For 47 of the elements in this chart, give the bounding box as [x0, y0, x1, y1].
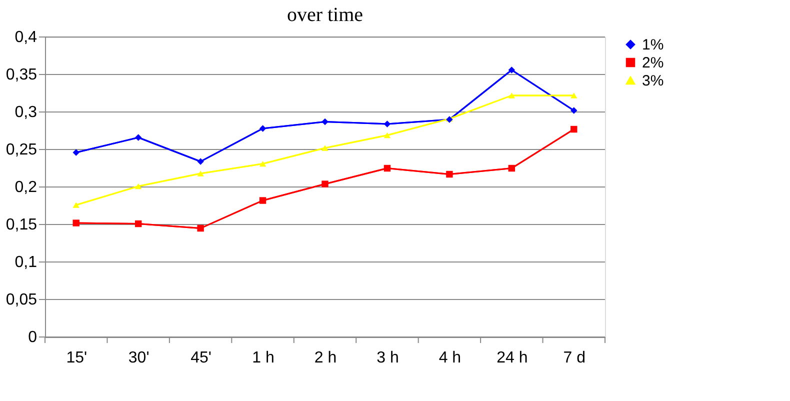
y-tick-label: 0,15 — [6, 216, 38, 234]
chart-title: over time — [286, 4, 364, 26]
point — [72, 220, 80, 226]
point — [134, 220, 142, 228]
point — [384, 120, 391, 128]
point — [384, 132, 391, 138]
point — [508, 164, 516, 172]
x-tick-label: 24 h — [496, 350, 528, 366]
point — [322, 180, 328, 188]
point — [72, 149, 80, 156]
point — [446, 170, 453, 178]
x-tick-label: 3 h — [376, 350, 399, 366]
point — [197, 158, 204, 165]
point — [570, 107, 578, 114]
point — [72, 202, 80, 208]
point — [134, 183, 142, 190]
y-tick-label: 0 — [28, 329, 38, 346]
x-tick-label: 7 d — [563, 350, 586, 366]
y-tick-label: 0,2 — [14, 179, 38, 196]
point — [508, 92, 516, 98]
point — [570, 126, 578, 133]
x-tick-label: 1 h — [252, 350, 274, 366]
y-tick-label: 0,3 — [14, 104, 38, 121]
point — [197, 170, 204, 176]
point — [570, 92, 578, 98]
point — [259, 125, 266, 132]
x-tick-label: 2 h — [314, 350, 337, 366]
x-tick-label: 45' — [190, 350, 212, 366]
point — [134, 134, 142, 141]
point — [259, 160, 266, 167]
point — [322, 145, 328, 151]
legend-label: 3% — [642, 72, 664, 90]
x-tick-label: 30' — [128, 350, 150, 366]
legend-label: 2% — [642, 54, 664, 72]
point — [322, 118, 328, 126]
y-tick-label: 0,05 — [6, 292, 38, 308]
point — [508, 66, 516, 74]
legend-label: 1% — [642, 36, 664, 54]
point — [197, 224, 204, 232]
y-tick-label: 0,1 — [14, 254, 38, 271]
point — [384, 164, 391, 172]
y-tick-label: 0,4 — [14, 29, 38, 46]
y-tick-label: 0,25 — [6, 142, 38, 158]
x-tick-label: 4 h — [438, 350, 462, 366]
point — [259, 197, 266, 204]
x-tick-label: 15' — [66, 350, 88, 366]
y-tick-label: 0,35 — [6, 66, 38, 84]
